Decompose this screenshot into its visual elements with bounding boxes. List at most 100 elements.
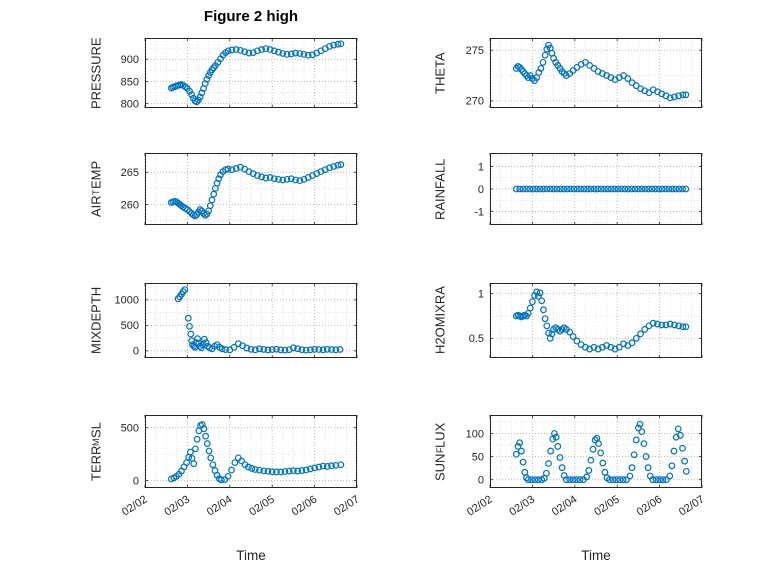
subplot-mixdepth: 0 500 1000 bbox=[115, 283, 358, 358]
chart-svg-terrmsl: 0 500 02/02 02/03 02/04 02/05 02/06 02/07 bbox=[120, 415, 362, 519]
y-tick-label: 50 bbox=[472, 451, 484, 463]
minor-gridlines bbox=[145, 415, 357, 488]
x-tick-labels: 02/02 02/03 02/04 02/05 02/06 02/07 bbox=[120, 493, 362, 518]
y-tick-label: 500 bbox=[121, 423, 139, 435]
minor-gridlines bbox=[145, 153, 357, 225]
data-points bbox=[167, 40, 345, 106]
x-tick-label: 02/02 bbox=[465, 493, 495, 518]
y-tick-labels: -1 0 1 bbox=[474, 161, 484, 218]
ylabel-part: AIR bbox=[88, 195, 104, 217]
subplot-sunflux: 0 50 100 02/02 02/03 02/04 02/05 02/06 02/07 bbox=[465, 415, 707, 519]
major-gridlines bbox=[489, 38, 703, 108]
axes-box bbox=[145, 153, 357, 225]
axes-box bbox=[490, 38, 702, 108]
subplot-airtemp: 260 265 bbox=[121, 153, 358, 225]
y-tick-label: 0.5 bbox=[469, 333, 484, 345]
axes-box bbox=[490, 415, 702, 488]
y-tick-labels: 800 850 900 bbox=[121, 54, 139, 110]
chart-svg-mixdepth: 0 500 1000 bbox=[115, 283, 358, 358]
y-tick-label: 500 bbox=[121, 320, 139, 332]
minor-gridlines bbox=[145, 283, 357, 358]
y-tick-label: 1 bbox=[478, 161, 484, 173]
ylabel-part: M bbox=[91, 438, 101, 446]
subplot-h2omixra: 0.5 1 bbox=[469, 283, 703, 358]
ylabel-airtemp: AIR T EMP bbox=[86, 153, 106, 225]
ylabel-mixdepth: MIXDEPTH bbox=[86, 283, 106, 358]
xlabel-time-right: Time bbox=[581, 548, 611, 563]
data-points bbox=[512, 420, 690, 484]
y-tick-label: 0 bbox=[478, 184, 484, 196]
axes-box bbox=[490, 283, 702, 358]
x-tick-label: 02/06 bbox=[635, 493, 665, 518]
x-tick-label: 02/04 bbox=[550, 493, 580, 518]
axes-box bbox=[145, 283, 357, 358]
ylabel-part: EMP bbox=[88, 161, 104, 190]
minor-gridlines bbox=[490, 415, 702, 488]
ylabel-sunflux: SUN F LUX bbox=[430, 415, 450, 488]
ylabel-pressure: PRESSURE bbox=[86, 37, 106, 109]
data-points bbox=[167, 421, 345, 484]
y-tick-label: 265 bbox=[121, 167, 139, 179]
ylabel-part: MIXDEPTH bbox=[88, 286, 104, 355]
minor-gridlines bbox=[490, 38, 702, 108]
x-tick-label: 02/02 bbox=[120, 493, 150, 518]
data-points bbox=[167, 161, 345, 220]
x-tick-label: 02/06 bbox=[290, 493, 320, 518]
subplot-pressure: 800 850 900 bbox=[121, 38, 358, 110]
y-tick-labels: 0.51 bbox=[469, 289, 484, 346]
data-points bbox=[174, 286, 344, 354]
y-tick-label: 800 bbox=[121, 98, 139, 110]
data-points bbox=[512, 288, 690, 353]
chart-svg-pressure: 800 850 900 bbox=[121, 38, 358, 110]
y-tick-label: 0 bbox=[133, 475, 139, 487]
data-points bbox=[512, 185, 690, 193]
y-tick-label: 850 bbox=[121, 76, 139, 88]
y-tick-label: -1 bbox=[474, 206, 484, 218]
major-gridlines bbox=[144, 38, 358, 108]
figure-title: Figure 2 high bbox=[203, 8, 299, 25]
y-tick-label: 270 bbox=[466, 96, 484, 108]
ylabel-part: SUN bbox=[432, 453, 448, 481]
x-tick-labels: 02/02 02/03 02/04 02/05 02/06 02/07 bbox=[465, 493, 707, 518]
y-tick-labels: 0 500 bbox=[121, 423, 139, 488]
y-tick-label: 1 bbox=[478, 289, 484, 301]
ylabel-h2omixra: H2OMIXRA bbox=[430, 283, 450, 358]
x-tick-label: 02/03 bbox=[507, 493, 537, 518]
x-tick-label: 02/03 bbox=[162, 493, 192, 518]
ylabel-part: TERR bbox=[88, 445, 104, 481]
subplot-terrmsl: 0 500 02/02 02/03 02/04 02/05 02/06 02/07 bbox=[120, 415, 362, 519]
subplot-theta: 270 275 bbox=[466, 38, 703, 108]
x-tick-label: 02/05 bbox=[247, 493, 277, 518]
y-tick-label: 0 bbox=[133, 346, 139, 358]
y-tick-labels: 0 500 1000 bbox=[115, 295, 139, 358]
ylabel-rainfall: RAINFALL bbox=[430, 153, 450, 225]
y-tick-labels: 260 265 bbox=[121, 167, 139, 211]
ylabel-part: LUX bbox=[432, 422, 448, 448]
chart-svg-theta: 270 275 bbox=[466, 38, 703, 108]
x-tick-label: 02/04 bbox=[205, 493, 235, 518]
ylabel-part: THETA bbox=[432, 52, 448, 94]
axes-box bbox=[490, 153, 702, 225]
x-tick-label: 02/05 bbox=[592, 493, 622, 518]
data-points bbox=[512, 41, 690, 102]
y-tick-labels: 0 50 100 bbox=[466, 428, 484, 486]
y-tick-label: 1000 bbox=[115, 295, 139, 307]
minor-gridlines bbox=[490, 283, 702, 358]
y-tick-label: 275 bbox=[466, 45, 484, 57]
xlabel-time-left: Time bbox=[236, 548, 266, 563]
minor-gridlines bbox=[145, 38, 357, 108]
y-tick-label: 260 bbox=[121, 199, 139, 211]
y-tick-label: 900 bbox=[121, 54, 139, 66]
chart-svg-rainfall: -1 0 1 bbox=[474, 153, 703, 225]
x-tick-label: 02/07 bbox=[332, 493, 362, 518]
x-tick-label: 02/07 bbox=[677, 493, 707, 518]
ylabel-theta: THETA bbox=[430, 38, 450, 108]
y-tick-label: 0 bbox=[478, 475, 484, 487]
axes-box bbox=[145, 38, 357, 108]
ylabel-part: T bbox=[91, 189, 101, 196]
subplot-rainfall: -1 0 1 bbox=[474, 153, 703, 225]
chart-svg-sunflux: 0 50 100 02/02 02/03 02/04 02/05 02/06 02/07 bbox=[465, 415, 707, 519]
ylabel-part: RAINFALL bbox=[432, 158, 448, 220]
chart-svg-h2omixra: 0.51 bbox=[469, 283, 703, 358]
axes-box bbox=[145, 415, 357, 488]
